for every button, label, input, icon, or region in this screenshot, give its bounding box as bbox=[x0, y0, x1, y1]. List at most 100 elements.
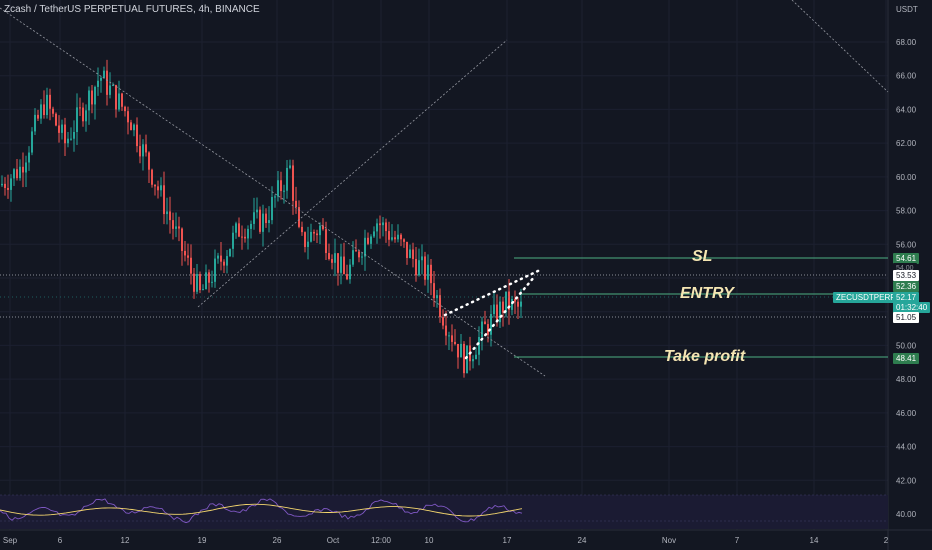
candle-body bbox=[466, 345, 468, 374]
candle-body bbox=[349, 264, 351, 280]
entry-price-tag: 52.36 bbox=[893, 281, 920, 292]
candle-body bbox=[76, 107, 78, 132]
candle-body bbox=[133, 124, 135, 131]
candle-body bbox=[322, 225, 324, 230]
candle-body bbox=[121, 93, 123, 107]
candle-body bbox=[307, 241, 309, 247]
candle-body bbox=[355, 250, 357, 252]
price-axis-tick-label: 64.00 bbox=[896, 105, 917, 114]
time-axis-tick-label: 7 bbox=[735, 536, 740, 545]
candle-body bbox=[427, 264, 429, 280]
rsi-ma-line bbox=[0, 503, 523, 517]
price-axis-tick-label: 56.00 bbox=[896, 240, 917, 249]
candle-body bbox=[85, 110, 87, 122]
candle-body bbox=[247, 228, 249, 239]
candle-body bbox=[163, 185, 165, 215]
price-axis-tick-label: 48.00 bbox=[896, 375, 917, 384]
candle-body bbox=[472, 359, 474, 362]
countdown-tag: 01:32:40 bbox=[893, 302, 931, 313]
candle-body bbox=[268, 220, 270, 224]
sl-price-tag: 54.61 bbox=[893, 253, 920, 264]
candle-body bbox=[112, 85, 114, 87]
candle-body bbox=[166, 211, 168, 215]
candle-body bbox=[79, 107, 81, 109]
candle-body bbox=[253, 212, 255, 224]
candle-body bbox=[142, 144, 144, 157]
candle-body bbox=[178, 226, 180, 229]
wedge-lower-line bbox=[464, 274, 537, 360]
candle-body bbox=[448, 335, 450, 337]
candle-body bbox=[61, 124, 63, 133]
candle-body bbox=[235, 223, 237, 233]
price-axis-tick-label: 60.00 bbox=[896, 173, 917, 182]
candle-body bbox=[439, 295, 441, 318]
price-axis-tick-label: 62.00 bbox=[896, 139, 917, 148]
candle-body bbox=[154, 184, 156, 187]
time-axis[interactable]: Sep 6 12 19 26 Oct 12:00 10 17 24 Nov 7 14 2 bbox=[3, 536, 889, 545]
candle-body bbox=[418, 260, 420, 276]
take-profit-price-tag: 48.41 bbox=[893, 353, 920, 364]
candle-body bbox=[511, 298, 513, 310]
candle-body bbox=[241, 236, 243, 238]
time-axis-tick-label: 6 bbox=[58, 536, 63, 545]
candle-body bbox=[421, 256, 423, 261]
candle-body bbox=[229, 248, 231, 257]
lower-level-tag: 51.05 bbox=[893, 312, 920, 323]
candle-body bbox=[1, 183, 3, 186]
candle-body bbox=[409, 249, 411, 258]
candle-body bbox=[463, 343, 465, 374]
candle-body bbox=[334, 253, 336, 263]
candle-body bbox=[487, 324, 489, 335]
price-axis-tick-label: 46.00 bbox=[896, 409, 917, 418]
candle-body bbox=[34, 114, 36, 132]
candle-body bbox=[310, 231, 312, 242]
candle-body bbox=[217, 255, 219, 259]
candle-body bbox=[55, 113, 57, 126]
candle-body bbox=[244, 236, 246, 239]
candle-body bbox=[454, 341, 456, 345]
candle-body bbox=[49, 94, 51, 109]
candle-body bbox=[367, 237, 369, 244]
candle-body bbox=[124, 106, 126, 112]
time-axis-tick-label: 2 bbox=[884, 536, 889, 545]
candle-body bbox=[91, 90, 93, 105]
candle-body bbox=[223, 261, 225, 266]
candle-body bbox=[259, 209, 261, 232]
candle-body bbox=[31, 131, 33, 153]
candle-body bbox=[319, 225, 321, 236]
candle-body bbox=[64, 124, 66, 144]
candle-body bbox=[328, 253, 330, 260]
candle-body bbox=[130, 122, 132, 131]
candle-body bbox=[226, 256, 228, 266]
candle-body bbox=[208, 272, 210, 283]
time-axis-tick-label: Sep bbox=[3, 536, 18, 545]
candle-body bbox=[28, 152, 30, 163]
candle-body bbox=[436, 295, 438, 299]
candle-body bbox=[145, 144, 147, 153]
candle-body bbox=[58, 125, 60, 133]
candle-body bbox=[70, 138, 72, 140]
candle-body bbox=[430, 264, 432, 284]
candle-body bbox=[10, 178, 12, 190]
candle-body bbox=[484, 321, 486, 325]
candle-body bbox=[52, 108, 54, 114]
entry-annotation: ENTRY bbox=[680, 285, 734, 302]
candle-body bbox=[415, 258, 417, 276]
candle-body bbox=[460, 343, 462, 358]
candle-body bbox=[496, 304, 498, 323]
candle-body bbox=[184, 250, 186, 256]
candle-body bbox=[169, 211, 171, 221]
candle-body bbox=[424, 256, 426, 280]
candle-body bbox=[352, 250, 354, 265]
candle-body bbox=[397, 234, 399, 240]
symbol-tag: ZECUSDTPERP bbox=[833, 292, 899, 303]
candle-body bbox=[343, 256, 345, 275]
candle-body bbox=[40, 104, 42, 119]
candle-body bbox=[382, 222, 384, 226]
price-axis-tick-label: 40.00 bbox=[896, 510, 917, 519]
candle-body bbox=[364, 237, 366, 257]
time-axis-tick-label: 26 bbox=[273, 536, 282, 545]
chart-title: Zcash / TetherUS PERPETUAL FUTURES, 4h, … bbox=[4, 4, 260, 15]
candle-body bbox=[340, 256, 342, 273]
